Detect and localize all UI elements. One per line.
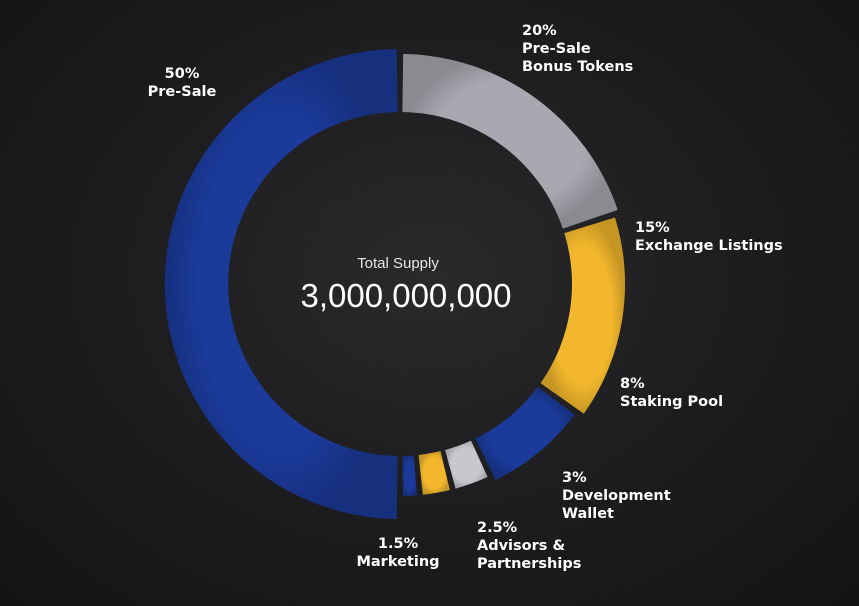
slice-shade [164,49,398,519]
slice-name-label: Staking Pool [620,394,723,410]
slice-percent-label: 15% [635,220,670,236]
slice-percent-label: 50% [165,66,200,82]
slice-percent-label: 8% [620,376,645,392]
slice-label: 50% Pre-Sale [148,66,217,100]
slice-name-label: Pre-Sale [522,41,591,57]
slice-name-label: Wallet [562,506,614,522]
slice-name-label: Bonus Tokens [522,59,633,75]
slice-shade [540,217,626,414]
slice-name-label: Marketing [356,554,439,570]
slice-name-label: Advisors & [477,538,565,554]
total-supply-value: 3,000,000,000 [300,277,511,314]
slice-name-label: Development [562,488,671,504]
slice-shade [475,387,575,480]
slice-shade [418,451,450,495]
slice-name-label: Exchange Listings [635,238,783,254]
slice-label: 2.5% Advisors & Partnerships [477,520,581,572]
slice-shade [402,54,618,229]
slice-label: 8% Staking Pool [620,376,723,410]
slice-percent-label: 1.5% [378,536,419,552]
total-supply-label: Total Supply [357,255,439,272]
slice-labels: 50% Pre-Sale 20% Pre-Sale Bonus Tokens 15% Exc… [148,23,783,572]
slice-shade [402,455,417,496]
slice-percent-label: 3% [562,470,587,486]
slice-name-label: Pre-Sale [148,84,217,100]
slice-name-label: Partnerships [477,556,581,572]
slice-shade [445,440,488,489]
slice-percent-label: 2.5% [477,520,518,536]
slice-label: 15% Exchange Listings [635,220,783,254]
slice-label: 3% Development Wallet [562,470,671,522]
donut-slices [164,49,626,519]
slice-label: 1.5% Marketing [356,536,439,570]
slice-percent-label: 20% [522,23,557,39]
slice-label: 20% Pre-Sale Bonus Tokens [522,23,633,75]
